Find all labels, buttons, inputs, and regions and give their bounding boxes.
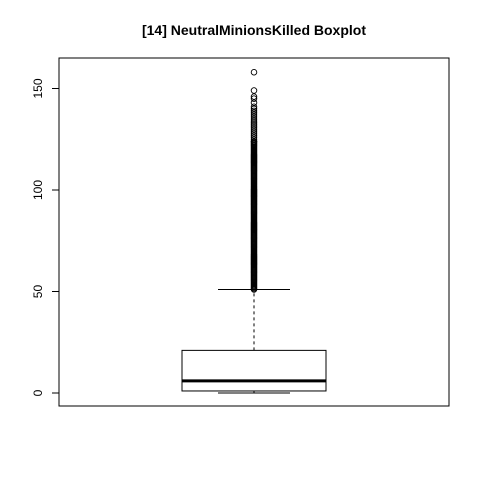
- outlier-point: [250, 138, 258, 145]
- y-tick-label: 0: [31, 389, 45, 396]
- outlier-points: [250, 69, 258, 293]
- outlier-point: [250, 103, 258, 111]
- outlier-point: [250, 129, 258, 137]
- outlier-point: [250, 113, 258, 121]
- outlier-point: [250, 133, 258, 141]
- outlier-point: [250, 93, 258, 100]
- outlier-point: [250, 99, 258, 106]
- outlier-point: [250, 111, 258, 119]
- outlier-point: [250, 117, 258, 125]
- outlier-point: [250, 69, 258, 76]
- outlier-point: [250, 119, 258, 127]
- outlier-point: [250, 135, 258, 143]
- outlier-point: [250, 123, 258, 131]
- y-tick-label: 150: [31, 78, 45, 98]
- chart-title: [14] NeutralMinionsKilled Boxplot: [142, 22, 366, 38]
- outlier-point: [250, 131, 258, 139]
- outlier-point: [250, 95, 258, 102]
- outlier-point: [250, 127, 258, 135]
- outlier-point: [250, 107, 258, 115]
- outlier-point: [250, 87, 258, 94]
- y-tick-label: 100: [31, 180, 45, 200]
- boxplot-body: [181, 288, 327, 394]
- y-tick-label: 50: [31, 285, 45, 299]
- y-axis: 0 50 100 150: [31, 78, 59, 396]
- iqr-box: [181, 349, 327, 392]
- outlier-point: [250, 125, 258, 133]
- outlier-point: [250, 109, 258, 117]
- outlier-point: [250, 121, 258, 129]
- outlier-point: [250, 105, 258, 113]
- outlier-point: [250, 115, 258, 123]
